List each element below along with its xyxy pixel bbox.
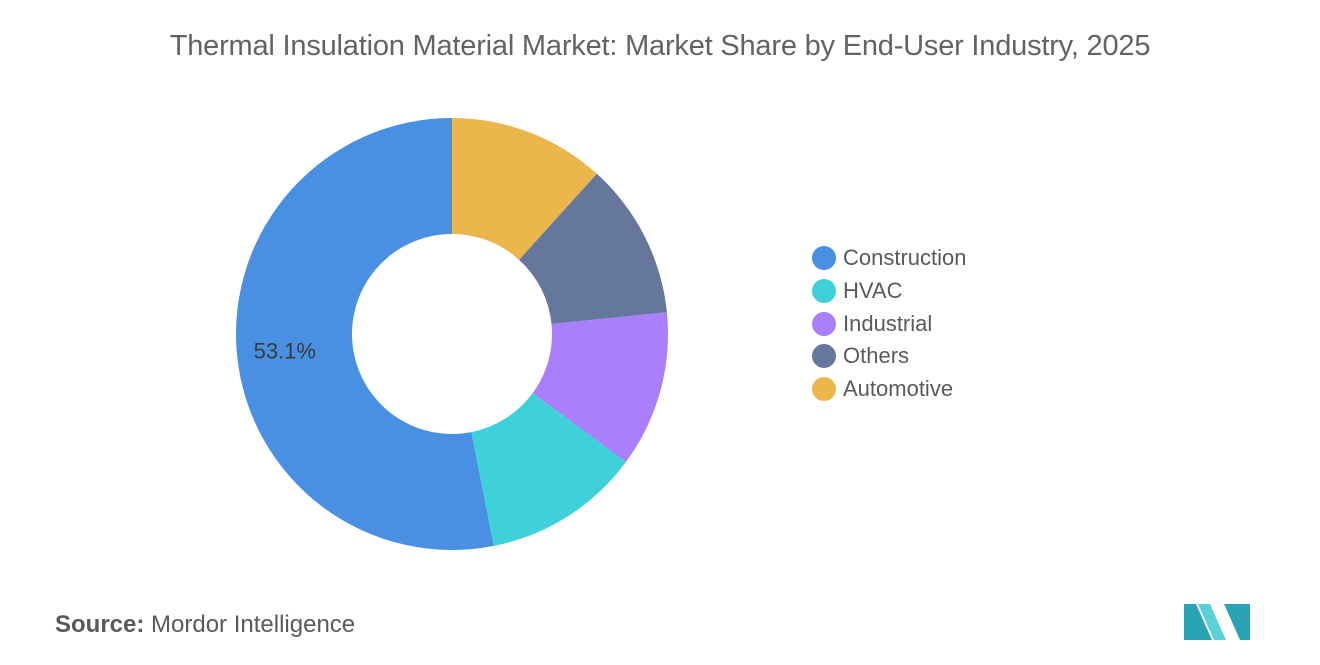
legend-swatch — [812, 377, 836, 402]
legend-label: HVAC — [843, 278, 903, 304]
slice-automotive — [452, 118, 597, 260]
legend-item-automotive: Automotive — [812, 373, 967, 406]
legend-item-industrial: Industrial — [812, 307, 967, 340]
legend-label: Automotive — [843, 376, 954, 402]
data-label-construction: 53.1% — [254, 338, 316, 363]
legend-label: Construction — [843, 245, 967, 271]
slice-others — [519, 173, 667, 324]
legend-swatch — [812, 311, 836, 336]
legend-label: Others — [843, 343, 910, 369]
source-note: Source: Mordor Intelligence — [55, 611, 355, 639]
mordor-intelligence-logo — [1184, 604, 1250, 640]
slice-construction — [235, 118, 494, 550]
logo-mid-shape — [1198, 604, 1226, 640]
legend-item-others: Others — [812, 340, 967, 373]
source-key: Source: — [55, 611, 145, 638]
slice-industrial — [532, 312, 668, 463]
legend-item-construction: Construction — [812, 242, 967, 275]
legend-label: Industrial — [843, 310, 933, 336]
legend-swatch — [812, 246, 836, 271]
legend-swatch — [812, 279, 836, 304]
slice-hvac — [471, 393, 626, 546]
legend-item-hvac: HVAC — [812, 275, 967, 308]
logo-left-shape — [1184, 604, 1212, 640]
legend-swatch — [812, 344, 836, 369]
logo-right-shape — [1224, 604, 1250, 640]
legend: Construction HVAC Industrial Others Automoti… — [812, 242, 967, 405]
chart-title: Thermal Insulation Material Market: Mark… — [169, 30, 1151, 62]
source-value: Mordor Intelligence — [151, 611, 356, 638]
